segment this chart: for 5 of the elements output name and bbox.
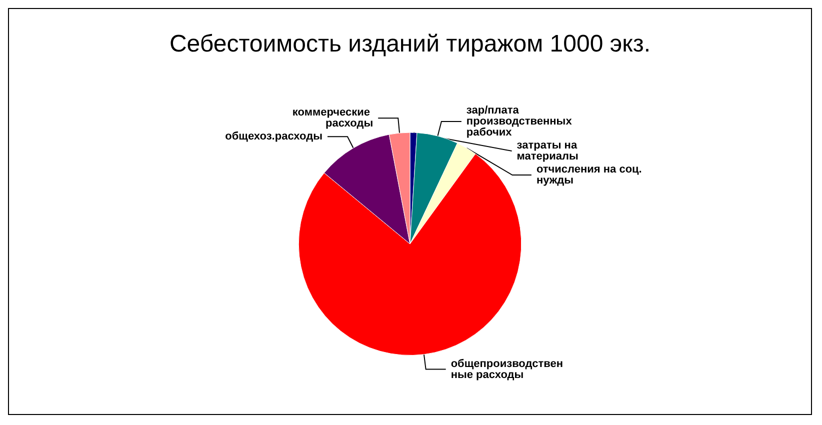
slice-label: отчисления на соц. нужды <box>536 163 645 186</box>
slice-label: коммерческие расходы <box>292 106 374 130</box>
slice-label: общехоз.расходы <box>225 130 322 143</box>
slice-label: общепроизводственные расходы <box>450 358 563 381</box>
chart-title: Себестоимость изданий тиражом 1000 экз. <box>169 30 651 58</box>
